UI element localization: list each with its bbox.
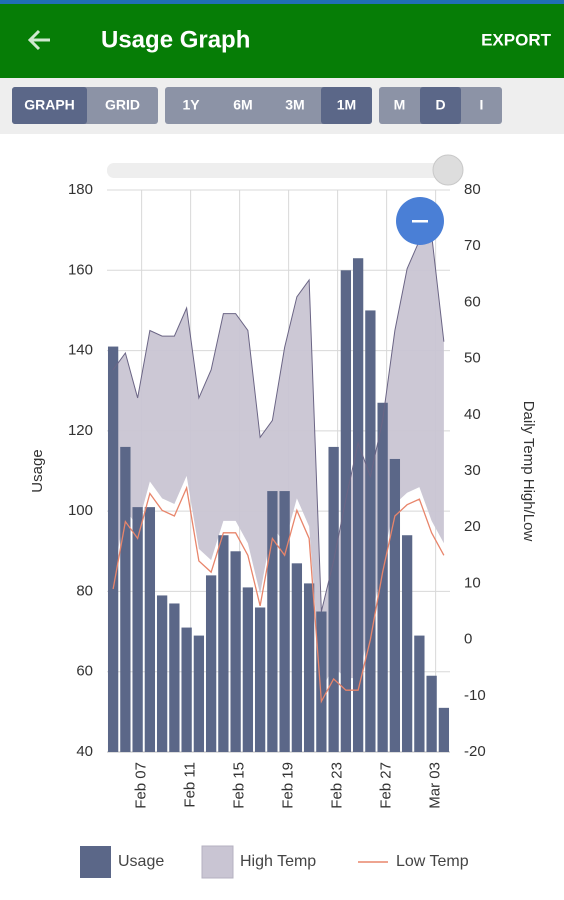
y2-tick-label: -10 xyxy=(464,687,486,704)
usage-bar xyxy=(144,507,156,752)
usage-bar xyxy=(365,310,376,752)
high-temp-line xyxy=(112,234,445,612)
button-selected xyxy=(321,87,372,124)
usage-bar xyxy=(181,627,192,752)
toolbar-button[interactable]: GRID xyxy=(105,97,140,113)
app-bar xyxy=(0,0,564,78)
usage-bar xyxy=(254,607,266,752)
y2-tick-label: 80 xyxy=(464,181,481,198)
usage-bar xyxy=(132,507,143,752)
y2-tick-label: 40 xyxy=(464,406,481,423)
x-tick-label: Feb 23 xyxy=(329,762,346,809)
button-group xyxy=(165,87,372,124)
toolbar-button[interactable]: GRAPH xyxy=(24,97,75,113)
usage-bar xyxy=(156,595,168,752)
usage-bar xyxy=(291,563,303,752)
y2-tick-label: 50 xyxy=(464,350,481,367)
usage-bar xyxy=(328,446,339,752)
y-tick-label: 140 xyxy=(68,342,93,359)
usage-bar xyxy=(242,587,254,752)
app-title: Usage Graph xyxy=(101,26,250,53)
y-tick-label: 160 xyxy=(68,261,93,278)
x-tick-label: Mar 03 xyxy=(427,762,444,809)
usage-bar xyxy=(377,402,388,752)
usage-bar xyxy=(401,535,413,752)
legend-swatch xyxy=(80,846,111,878)
usage-bar xyxy=(414,635,425,752)
y2-axis-label: Daily Temp High/Low xyxy=(520,401,537,542)
toolbar-button[interactable]: 1Y xyxy=(182,97,200,113)
range-slider[interactable] xyxy=(107,163,447,178)
y-tick-label: 180 xyxy=(68,181,93,198)
legend-swatch xyxy=(201,845,234,879)
usage-bar xyxy=(340,270,352,752)
slider-handle[interactable] xyxy=(432,154,464,186)
toolbar-button[interactable]: D xyxy=(435,97,445,113)
usage-bar xyxy=(205,575,217,752)
x-tick-label: Feb 11 xyxy=(182,762,199,808)
toolbar-button[interactable]: 1M xyxy=(337,97,356,113)
y2-tick-label: 10 xyxy=(464,574,481,591)
y-tick-label: 40 xyxy=(76,743,93,760)
x-tick-label: Feb 27 xyxy=(378,762,395,809)
y2-tick-label: 20 xyxy=(464,518,481,535)
x-tick-label: Feb 15 xyxy=(231,762,248,809)
y-tick-label: 100 xyxy=(68,502,93,519)
usage-bar xyxy=(169,603,180,752)
toolbar-button[interactable]: M xyxy=(394,97,406,113)
usage-bar xyxy=(316,611,327,752)
toolbar-button[interactable]: 3M xyxy=(285,97,304,113)
usage-bar xyxy=(352,258,364,752)
usage-bar xyxy=(267,491,278,752)
status-stripe xyxy=(0,0,564,4)
x-tick-label: Feb 19 xyxy=(280,762,297,809)
usage-bar xyxy=(120,446,131,752)
usage-bar xyxy=(389,458,401,752)
x-tick-label: Feb 07 xyxy=(133,762,150,809)
button-selected xyxy=(12,87,87,124)
y-tick-label: 80 xyxy=(76,582,93,599)
y-axis-label: Usage xyxy=(29,449,46,492)
y-tick-label: 60 xyxy=(76,663,93,680)
legend-label: Low Temp xyxy=(396,853,469,870)
usage-bar xyxy=(107,346,119,752)
usage-bar xyxy=(279,491,290,752)
usage-bar xyxy=(438,707,450,752)
legend-label: Usage xyxy=(118,853,164,870)
y-tick-label: 120 xyxy=(68,422,93,439)
usage-bar xyxy=(218,535,229,752)
usage-bar xyxy=(303,583,315,752)
y2-tick-label: -20 xyxy=(464,743,486,760)
low-temp-line xyxy=(112,485,445,704)
y2-tick-label: 60 xyxy=(464,293,481,310)
toolbar-button[interactable]: I xyxy=(480,97,484,113)
y2-tick-label: 70 xyxy=(464,237,481,254)
back-button[interactable] xyxy=(27,29,50,51)
y2-tick-label: 0 xyxy=(464,631,472,648)
usage-bar xyxy=(193,635,205,752)
usage-bar xyxy=(426,675,437,752)
minus-icon xyxy=(412,220,428,223)
usage-bar xyxy=(230,551,241,752)
export-button[interactable]: EXPORT xyxy=(481,30,552,49)
legend-label: High Temp xyxy=(240,853,316,870)
button-selected xyxy=(420,87,461,124)
toolbar-button[interactable]: 6M xyxy=(233,97,252,113)
y2-tick-label: 30 xyxy=(464,462,481,479)
